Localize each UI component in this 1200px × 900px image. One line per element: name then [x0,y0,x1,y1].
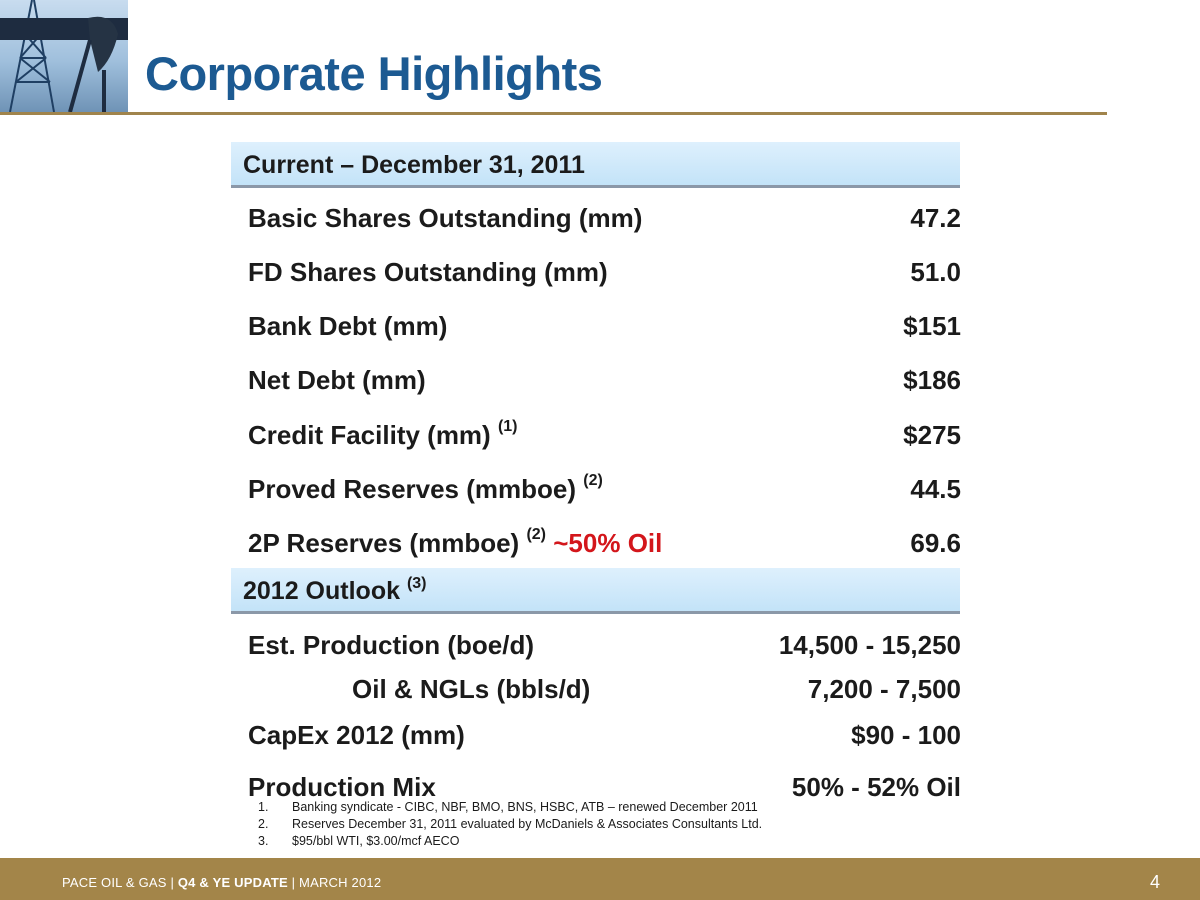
current-section-heading: Current – December 31, 2011 [243,151,585,179]
footer-text: PACE OIL & GAS | Q4 & YE UPDATE | MARCH … [62,875,381,890]
table-row: CapEx 2012 (mm) $90 - 100 [248,720,961,760]
footer-date: MARCH 2012 [299,875,382,890]
row-value: 14,500 - 15,250 [778,630,961,660]
footnotes: 1. Banking syndicate - CIBC, NBF, BMO, BN… [258,800,762,851]
footnote-ref: (2) [583,472,603,489]
title-divider [0,112,1107,115]
row-label-group: 2P Reserves (mmboe) (2) ~50% Oil [248,526,663,559]
row-label: CapEx 2012 (mm) [248,720,465,750]
table-row: FD Shares Outstanding (mm) 51.0 [248,257,961,297]
table-row: Credit Facility (mm) (1) $275 [248,418,961,460]
footnote-number: 1. [258,800,269,814]
footer-company: PACE OIL & GAS [62,875,167,890]
row-value: $151 [903,311,961,341]
footnote-ref: (1) [497,418,518,435]
row-label: 2P Reserves (mmboe) [248,528,520,558]
row-value: $275 [903,420,961,450]
footnote: 3. $95/bbl WTI, $3.00/mcf AECO [258,834,762,851]
row-value: 7,200 - 7,500 [807,674,961,704]
table-row: Net Debt (mm) $186 [248,365,961,405]
footnote: 1. Banking syndicate - CIBC, NBF, BMO, BN… [258,800,762,817]
footer-separator: | [170,875,175,890]
row-label: Proved Reserves (mmboe) [248,474,577,504]
oil-weighting-note: ~50% Oil [553,528,663,558]
row-value: 50% - 52% Oil [791,772,961,802]
footer-separator: | [291,875,296,890]
oil-derrick-pumpjack-icon [0,0,128,112]
row-label-group: Proved Reserves (mmboe) (2) [248,472,603,505]
row-label: Net Debt (mm) [248,365,426,395]
row-label: Bank Debt (mm) [248,311,448,341]
row-label: Est. Production (boe/d) [248,630,534,660]
page-number: 4 [1149,872,1160,892]
footnote-text: Banking syndicate - CIBC, NBF, BMO, BNS,… [292,800,758,814]
row-label-group: Credit Facility (mm) (1) [248,418,518,451]
row-value: $90 - 100 [851,720,961,750]
table-row: Basic Shares Outstanding (mm) 47.2 [248,203,961,243]
outlook-section-heading: 2012 Outlook [243,577,400,605]
row-value: 47.2 [910,203,961,233]
row-value: 44.5 [910,474,961,504]
table-row: Proved Reserves (mmboe) (2) 44.5 [248,472,961,514]
row-value: $186 [903,365,961,395]
footer-bar: PACE OIL & GAS | Q4 & YE UPDATE | MARCH … [0,858,1200,900]
outlook-section-heading-group: 2012 Outlook (3) [243,575,427,606]
page-title: Corporate Highlights [145,47,603,100]
row-value: 69.6 [910,528,961,558]
row-label: FD Shares Outstanding (mm) [248,257,608,287]
row-label: Production Mix [248,772,436,802]
row-label: Basic Shares Outstanding (mm) [248,203,643,233]
footnote-text: $95/bbl WTI, $3.00/mcf AECO [292,834,460,848]
table-row: Bank Debt (mm) $151 [248,311,961,351]
footnote-number: 3. [258,834,269,848]
footnote: 2. Reserves December 31, 2011 evaluated b… [258,817,762,834]
footnote-ref: (3) [406,575,427,592]
row-label: Oil & NGLs (bbls/d) [352,674,591,704]
table-row: Production Mix 50% - 52% Oil [248,772,961,812]
footnote-text: Reserves December 31, 2011 evaluated by … [292,817,763,831]
table-row: Oil & NGLs (bbls/d) 7,200 - 7,500 [248,674,961,714]
footnote-number: 2. [258,817,269,831]
footnote-ref: (2) [526,526,547,543]
table-row: 2P Reserves (mmboe) (2) ~50% Oil 69.6 [248,526,961,568]
footer-update: Q4 & YE UPDATE [177,875,288,890]
table-row: Est. Production (boe/d) 14,500 - 15,250 [248,630,961,670]
row-value: 51.0 [910,257,961,287]
outlook-section-header: 2012 Outlook (3) [231,568,960,614]
current-section-header: Current – December 31, 2011 [231,142,960,188]
row-label: Credit Facility (mm) [248,420,491,450]
